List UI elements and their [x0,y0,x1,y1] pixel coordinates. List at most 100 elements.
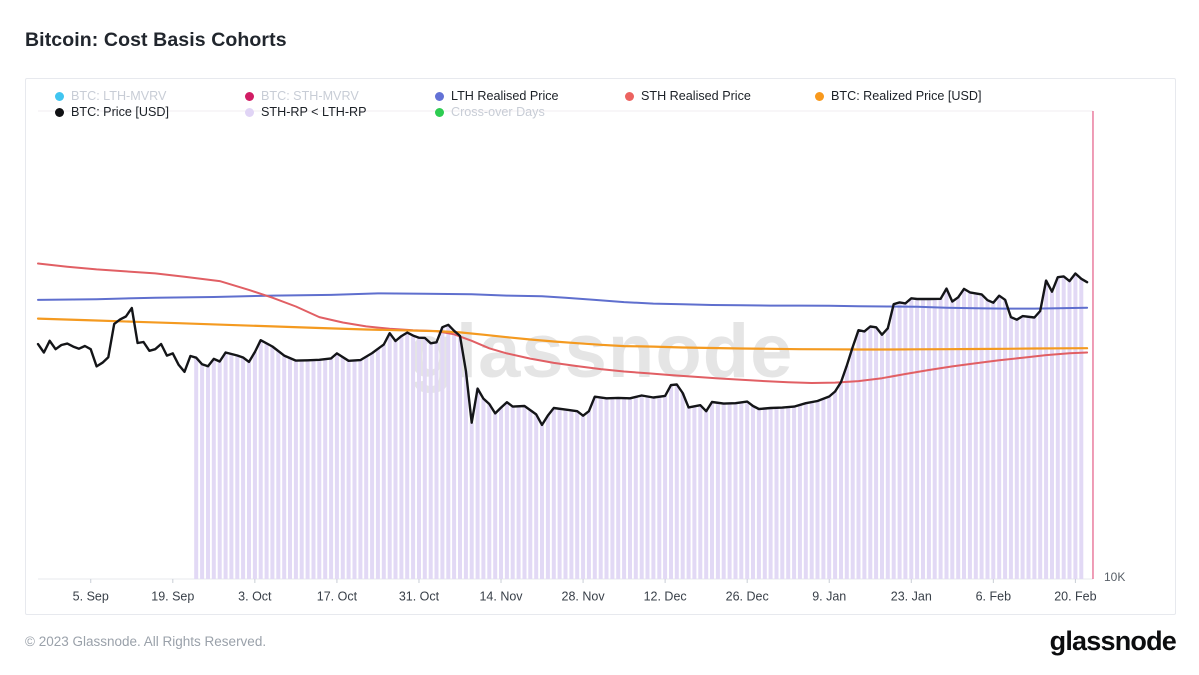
band-bar [581,415,586,579]
band-bar [540,424,544,579]
band-bar [704,411,709,579]
band-bar [270,346,275,579]
band-bar [235,355,240,579]
band-bar [686,407,691,579]
band-bar [1061,276,1066,579]
x-axis-tick-label: 23. Jan [891,590,932,604]
legend-item-btc-lth-mvrv[interactable]: BTC: LTH-MVRV [55,89,245,103]
legend-item-label: STH Realised Price [641,89,751,103]
band-bar [967,292,972,579]
band-bar [669,385,673,579]
band-bar [458,335,462,579]
band-bar [815,401,820,579]
band-bar [739,402,744,579]
legend-item-sth-rp-lth-rp[interactable]: STH-RP < LTH-RP [245,105,435,119]
legend-item-label: BTC: STH-MVRV [261,89,359,103]
band-bar [563,409,568,579]
x-axis-tick-label: 5. Sep [73,590,109,604]
band-bar [950,301,955,579]
band-bar [381,344,386,579]
x-axis-tick-label: 31. Oct [399,590,440,604]
series-line-btc-price-usd [36,272,1089,427]
band-bar [1055,277,1060,579]
band-bar [1067,281,1072,579]
band-bar [452,330,457,579]
band-bar [247,361,251,579]
footer: © 2023 Glassnode. All Rights Reserved. g… [25,628,1177,655]
legend-item-sth-realised-price[interactable]: STH Realised Price [625,89,815,103]
legend-item-label: BTC: Realized Price [USD] [831,89,982,103]
band-bar [797,404,802,579]
band-bar [868,326,873,579]
band-bar [528,410,533,579]
band-bar [440,327,445,579]
band-bar [844,365,849,579]
x-axis-tick-label: 6. Feb [976,590,1011,604]
band-bar [516,406,521,579]
band-bar [487,404,492,579]
band-bar [329,358,334,579]
x-axis-tick-label: 20. Feb [1054,590,1096,604]
legend-item-label: BTC: LTH-MVRV [71,89,167,103]
band-bar [721,403,726,579]
band-bar [1014,319,1019,579]
band-bar [692,406,697,579]
band-bar [680,393,685,579]
band-bar [633,396,638,579]
band-bar [745,401,750,579]
band-bar [956,297,961,579]
band-bar [545,415,550,579]
band-bar [229,354,234,579]
legend-row: BTC: Price [USD] STH-RP < LTH-RP Cross-ove… [26,104,1175,120]
band-bar [932,298,937,579]
x-axis-tick-label: 14. Nov [479,590,523,604]
band-bar [792,406,797,579]
band-bar [358,360,363,579]
band-bar [241,357,246,579]
band-bar [352,360,357,579]
band-bar [569,410,574,579]
band-bar [762,408,767,579]
legend-item-cross-over-days[interactable]: Cross-over Days [435,105,625,119]
legend-item-lth-realised-price[interactable]: LTH Realised Price [435,89,625,103]
legend-dot-icon [625,91,634,101]
band-bar [469,422,474,579]
band-bar [1044,280,1049,579]
band-bar [475,388,480,579]
band-bar [622,398,627,579]
band-bar [1073,273,1078,579]
band-bar [809,402,814,579]
series-line-sth-realised-price [37,262,1089,384]
band-bar [903,303,908,579]
band-bar [663,395,668,579]
band-bar [217,361,222,579]
band-bar [293,360,298,579]
band-bar [628,398,632,579]
legend-dot-icon [55,91,64,101]
band-bar [282,355,287,579]
legend-dot-icon [245,91,254,101]
band-bar [370,353,375,579]
band-bar [926,299,931,579]
band-bar [586,411,591,579]
legend-item-btc-price-usd[interactable]: BTC: Price [USD] [55,105,245,119]
band-bar [751,406,755,579]
band-bar [481,398,486,579]
band-bar [891,304,896,579]
legend-item-label: BTC: Price [USD] [71,105,169,119]
legend-item-label: STH-RP < LTH-RP [261,105,367,119]
page-title: Bitcoin: Cost Basis Cohorts [25,29,287,51]
band-bar [786,407,791,579]
band-bar [434,342,439,579]
legend-item-btc-sth-mvrv[interactable]: BTC: STH-MVRV [245,89,435,103]
legend-item-btc-realized-price-usd[interactable]: BTC: Realized Price [USD] [815,89,1005,103]
band-bar [264,343,269,579]
band-bar [639,395,644,579]
x-axis-tick-label: 9. Jan [812,590,846,604]
band-bar [862,331,867,579]
band-bar [557,408,562,579]
band-bar [651,397,656,579]
band-bar [346,360,351,579]
series-line-lth-realised-price [37,292,1089,310]
